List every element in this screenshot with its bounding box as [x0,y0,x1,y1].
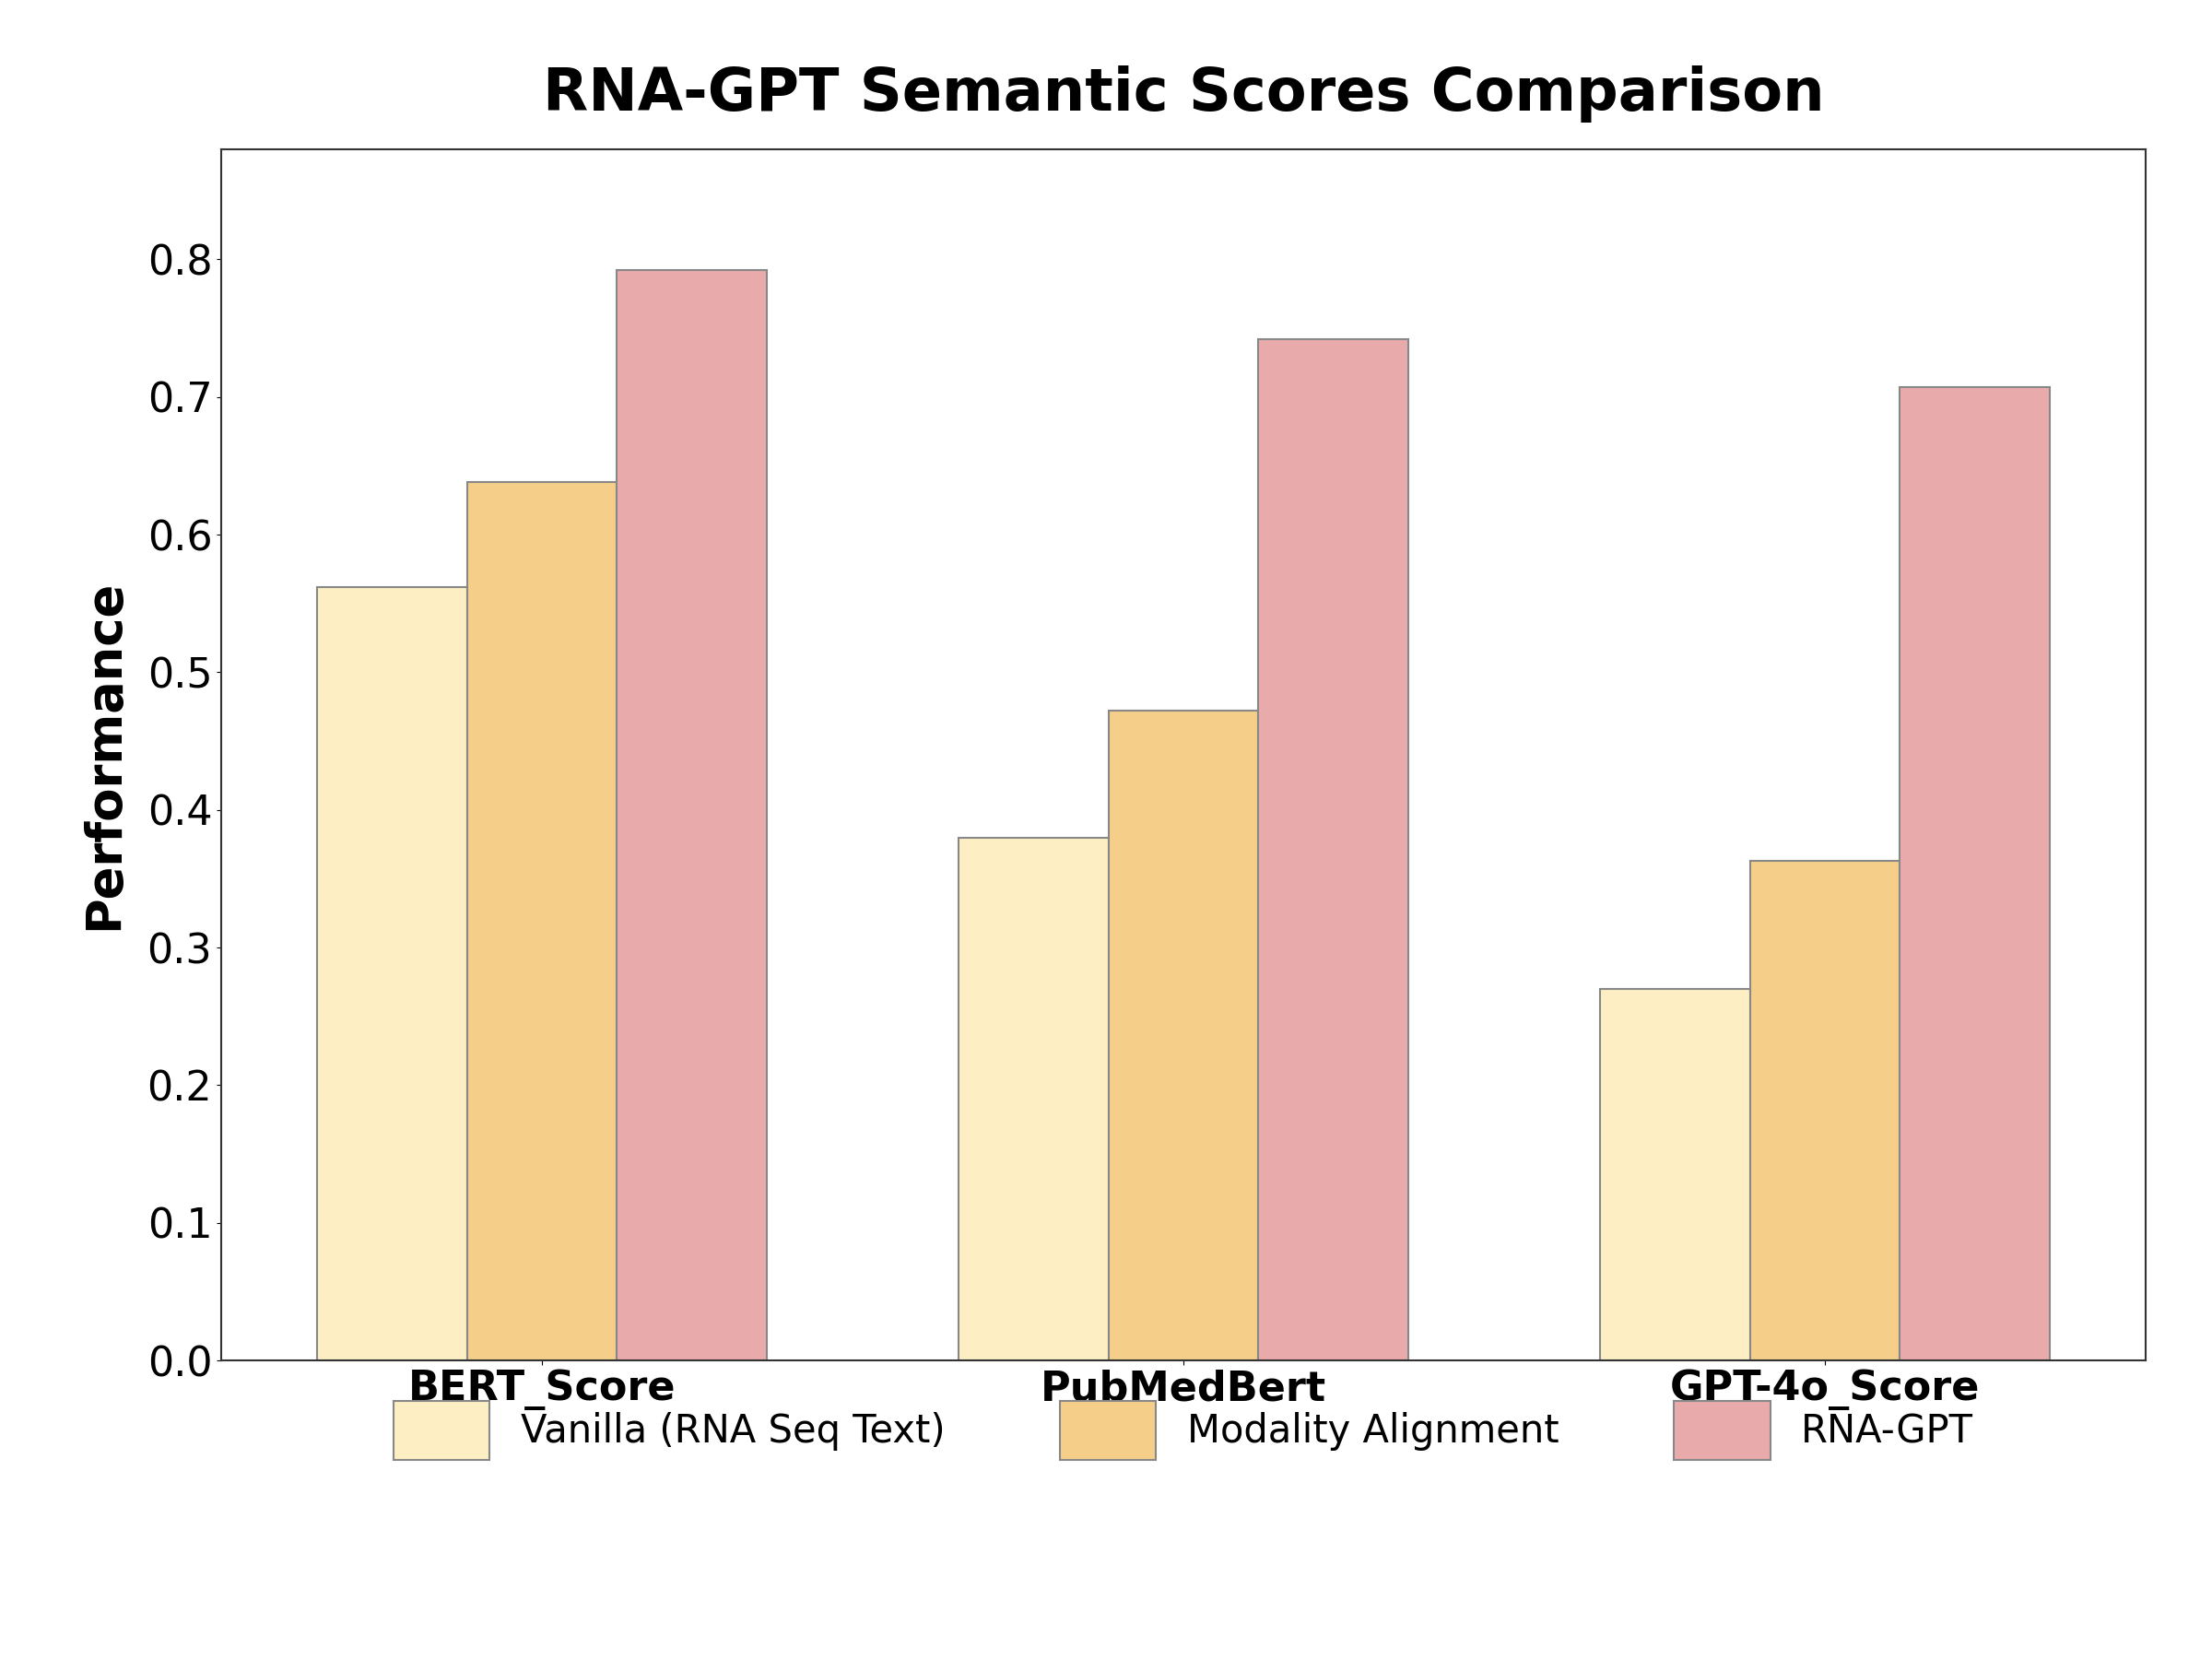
Bar [467,483,617,1360]
Y-axis label: Performance: Performance [80,579,128,931]
Title: RNA-GPT Semantic Scores Comparison: RNA-GPT Semantic Scores Comparison [542,66,1825,123]
Bar [1750,861,1900,1360]
Bar [1108,710,1259,1360]
Bar [1601,989,1750,1360]
Bar [1259,338,1407,1360]
Bar [1900,388,2048,1360]
Bar [617,270,768,1360]
Legend: Vanilla (RNA Seq Text), Modality Alignment, RNA-GPT: Vanilla (RNA Seq Text), Modality Alignme… [356,1362,2011,1498]
Bar [960,838,1108,1360]
Bar [319,587,467,1360]
